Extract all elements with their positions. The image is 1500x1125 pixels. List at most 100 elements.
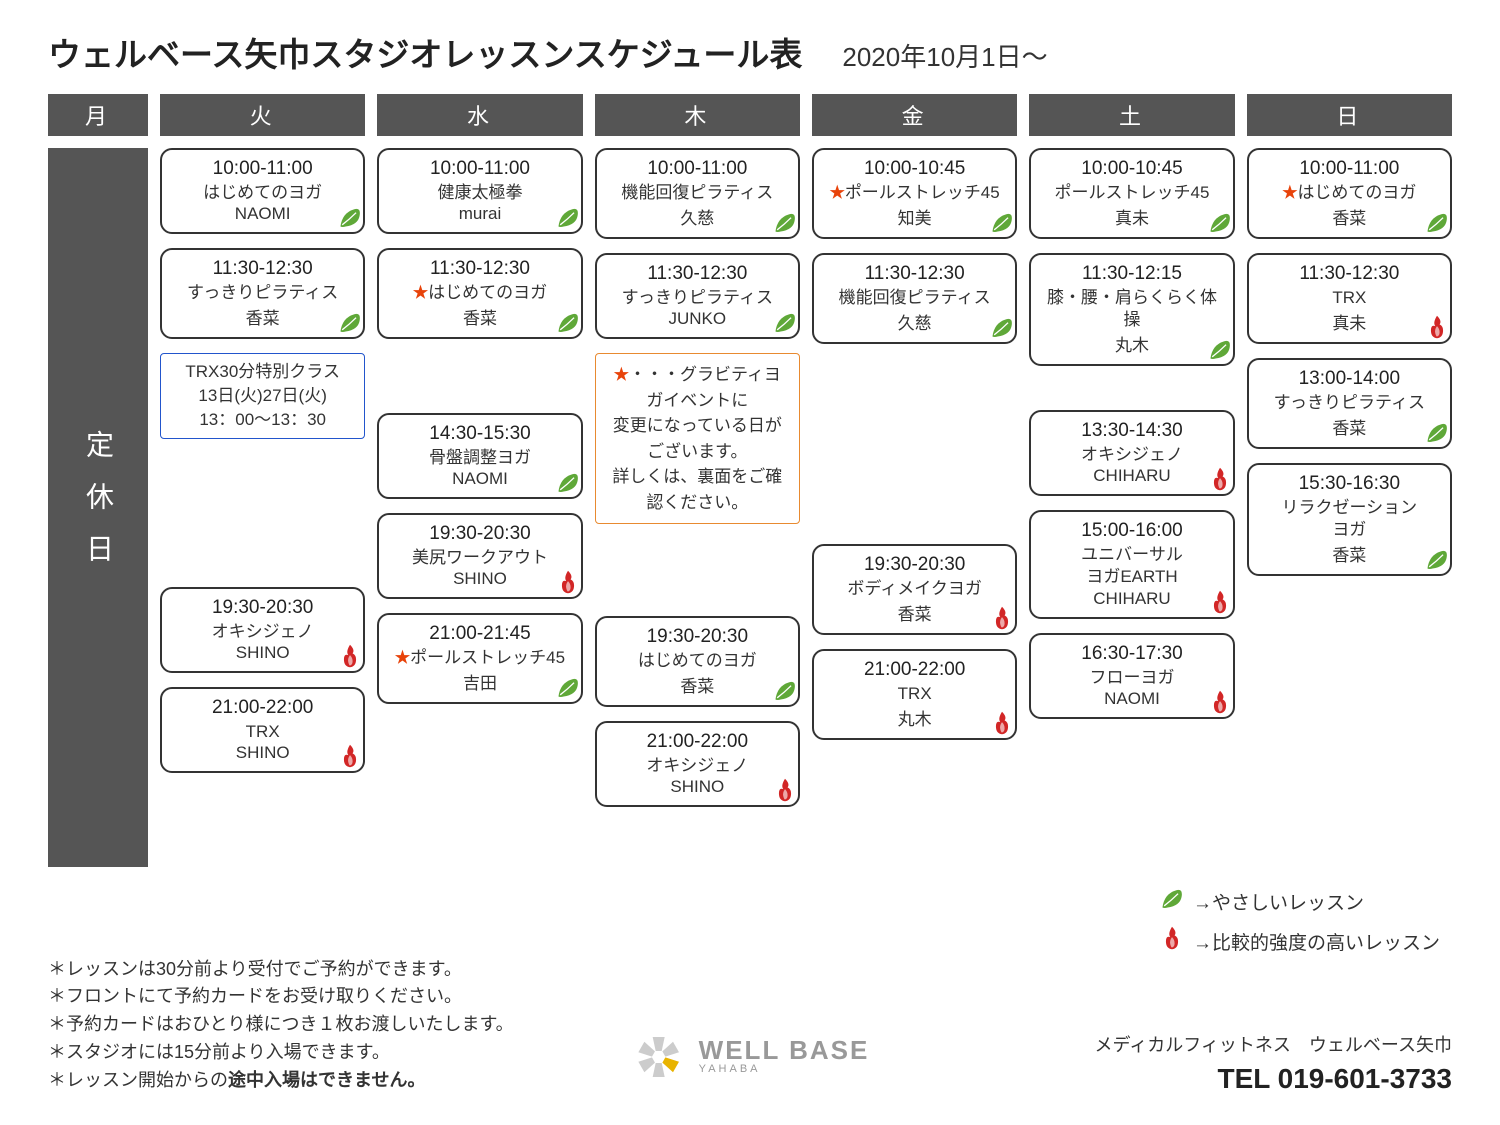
lesson-instructor: 香菜 <box>1259 204 1440 229</box>
leaf-icon <box>553 204 583 234</box>
lesson-name: ユニバーサルヨガEARTH <box>1041 544 1222 588</box>
note-line: ＊レッスンは30分前より受付でご予約ができます。 <box>48 956 514 984</box>
lesson-instructor: murai <box>389 204 570 224</box>
contact-name: メディカルフィットネス ウェルベース矢巾 <box>1095 1031 1452 1057</box>
lesson-card: 19:30-20:30ボディメイクヨガ香菜 <box>812 544 1017 635</box>
legend-leaf: →やさしいレッスン <box>1159 885 1440 917</box>
lesson-time: 10:00-11:00 <box>172 158 353 180</box>
leaf-icon <box>1422 209 1452 239</box>
lesson-time: 21:00-21:45 <box>389 623 570 645</box>
flame-icon <box>553 569 583 599</box>
lesson-name: TRX <box>824 683 1005 705</box>
day-sun: 日 <box>1247 94 1452 136</box>
lesson-card: 21:00-22:00TRX丸木 <box>812 649 1017 740</box>
leaf-icon <box>987 209 1017 239</box>
leaf-icon <box>770 677 800 707</box>
lesson-card: 10:00-10:45ポールストレッチ45真未 <box>1029 148 1234 239</box>
lesson-card: 11:30-12:30すっきりピラティスJUNKO <box>595 253 800 339</box>
schedule-grid: 月 火 水 木 金 土 日 定休日 10:00-11:00はじめてのヨガNAOM… <box>48 94 1452 867</box>
lesson-time: 11:30-12:30 <box>824 263 1005 285</box>
lesson-card: 14:30-15:30骨盤調整ヨガNAOMI <box>377 413 582 499</box>
leaf-icon <box>770 309 800 339</box>
leaf-icon <box>1159 885 1185 917</box>
lesson-time: 11:30-12:30 <box>1259 263 1440 285</box>
lesson-name: 健康太極拳 <box>389 182 570 204</box>
lesson-time: 13:30-14:30 <box>1041 420 1222 442</box>
lesson-instructor: CHIHARU <box>1041 589 1222 609</box>
lesson-instructor: 吉田 <box>389 669 570 694</box>
lesson-name: すっきりピラティス <box>172 282 353 304</box>
col-fri: 10:00-10:45★ポールストレッチ45知美 11:30-12:30機能回復ピ… <box>812 148 1017 807</box>
leaf-icon <box>1205 209 1235 239</box>
lesson-time: 10:00-10:45 <box>824 158 1005 180</box>
lesson-time: 19:30-20:30 <box>607 626 788 648</box>
contact-tel: TEL 019-601-3733 <box>1095 1063 1452 1095</box>
lesson-name: ★はじめてのヨガ <box>1259 182 1440 204</box>
lesson-card: 13:30-14:30オキシジェノCHIHARU <box>1029 410 1234 496</box>
lesson-card: 10:00-11:00健康太極拳murai <box>377 148 582 234</box>
legend-flame-text: →比較的強度の高いレッスン <box>1193 928 1440 955</box>
lesson-name: TRX <box>172 721 353 743</box>
lesson-instructor: NAOMI <box>172 204 353 224</box>
flame-icon <box>987 710 1017 740</box>
flame-icon <box>987 605 1017 635</box>
lesson-time: 10:00-11:00 <box>607 158 788 180</box>
logo: WELL BASE YAHABA <box>631 1029 870 1085</box>
lesson-instructor: 丸木 <box>824 705 1005 730</box>
lesson-instructor: 真未 <box>1259 309 1440 334</box>
flame-icon <box>1205 689 1235 719</box>
legend-flame: →比較的強度の高いレッスン <box>1159 925 1440 957</box>
lesson-card: 21:00-22:00TRXSHINO <box>160 687 365 773</box>
flame-icon <box>1422 314 1452 344</box>
col-tue: 10:00-11:00はじめてのヨガNAOMI11:30-12:30すっきりピラ… <box>160 148 365 807</box>
day-thu: 木 <box>595 94 800 136</box>
lesson-instructor: SHINO <box>389 569 570 589</box>
leaf-icon <box>1422 546 1452 576</box>
note-line: ＊フロントにて予約カードをお受け取りください。 <box>48 983 514 1011</box>
lesson-time: 11:30-12:30 <box>389 258 570 280</box>
lesson-card: 11:30-12:30★はじめてのヨガ香菜 <box>377 248 582 339</box>
lesson-card: 10:00-10:45★ポールストレッチ45知美 <box>812 148 1017 239</box>
lesson-card: 19:30-20:30はじめてのヨガ香菜 <box>595 616 800 707</box>
logo-icon <box>631 1029 687 1085</box>
gravity-note: ★・・・グラビティヨガイベントに変更になっている日がございます。詳しくは、裏面を… <box>595 353 800 524</box>
lesson-instructor: 香菜 <box>389 304 570 329</box>
legend-leaf-text: →やさしいレッスン <box>1193 888 1364 915</box>
day-wed: 水 <box>377 94 582 136</box>
lesson-name: 機能回復ピラティス <box>824 287 1005 309</box>
closed-day: 定休日 <box>48 148 148 867</box>
lesson-instructor: 香菜 <box>607 672 788 697</box>
leaf-icon <box>553 309 583 339</box>
lesson-card: 11:30-12:15膝・腰・肩らくらく体操丸木 <box>1029 253 1234 366</box>
lesson-time: 14:30-15:30 <box>389 423 570 445</box>
lesson-name: 骨盤調整ヨガ <box>389 447 570 469</box>
col-thu: 10:00-11:00機能回復ピラティス久慈11:30-12:30すっきりピラテ… <box>595 148 800 807</box>
leaf-icon <box>1205 336 1235 366</box>
leaf-icon <box>1422 419 1452 449</box>
leaf-icon <box>553 674 583 704</box>
flame-icon <box>1205 466 1235 496</box>
lesson-name: ポールストレッチ45 <box>1041 182 1222 204</box>
lesson-instructor: 香菜 <box>824 600 1005 625</box>
lesson-name: リラクゼーションヨガ <box>1259 497 1440 541</box>
lesson-time: 21:00-22:00 <box>607 731 788 753</box>
lesson-card: 11:30-12:30すっきりピラティス香菜 <box>160 248 365 339</box>
footer: ＊レッスンは30分前より受付でご予約ができます。＊フロントにて予約カードをお受け… <box>48 956 1452 1095</box>
flame-icon <box>335 643 365 673</box>
flame-icon <box>1205 589 1235 619</box>
lesson-time: 11:30-12:30 <box>172 258 353 280</box>
logo-text: WELL BASE <box>699 1039 870 1062</box>
lesson-name: すっきりピラティス <box>1259 392 1440 414</box>
day-tue: 火 <box>160 94 365 136</box>
flame-icon <box>1159 925 1185 957</box>
col-sat: 10:00-10:45ポールストレッチ45真未 11:30-12:15膝・腰・肩ら… <box>1029 148 1234 807</box>
lesson-name: すっきりピラティス <box>607 287 788 309</box>
lesson-name: ボディメイクヨガ <box>824 578 1005 600</box>
lesson-instructor: CHIHARU <box>1041 466 1222 486</box>
lesson-name: オキシジェノ <box>172 621 353 643</box>
lesson-time: 19:30-20:30 <box>824 554 1005 576</box>
lesson-name: オキシジェノ <box>607 755 788 777</box>
lesson-time: 21:00-22:00 <box>172 697 353 719</box>
schedule-date: 2020年10月1日～ <box>842 37 1047 74</box>
special-note: TRX30分特別クラス13日(火)27日(火)13：00～13：30 <box>160 353 365 438</box>
